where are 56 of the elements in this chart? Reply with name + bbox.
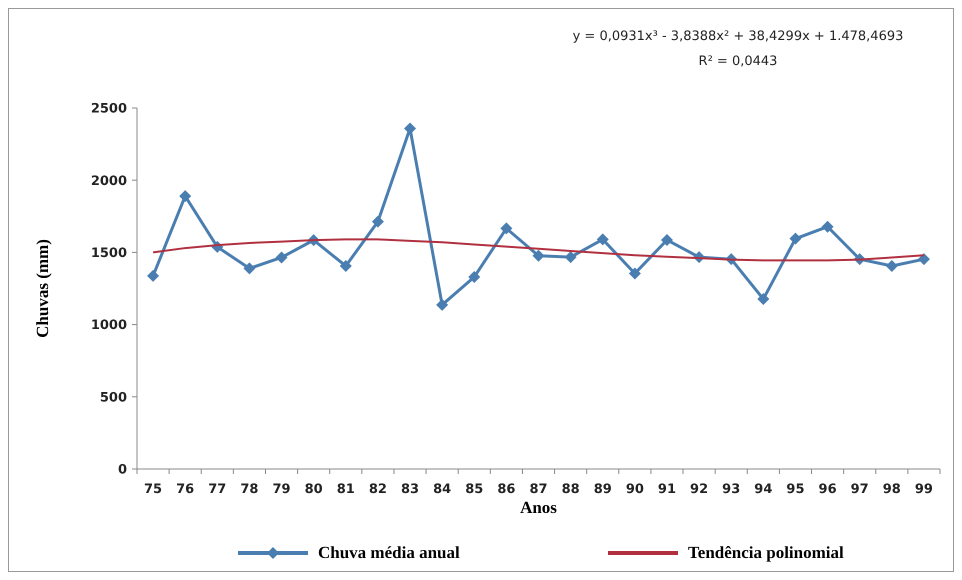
x-tick-label: 91 [658,482,676,497]
x-tick-label: 98 [882,482,901,497]
x-tick-label: 95 [786,482,805,497]
x-tick-label: 81 [336,482,355,497]
y-tick-label: 1500 [90,246,127,261]
point [276,251,288,264]
text: R² = 0,0443 [698,54,778,69]
text: y = 0,0931x³ - 3,8388x² + 38,4299x + 1.478,4693 [572,29,904,44]
y-tick-label: 0 [118,462,127,478]
legend-label: Chuva média anual [318,543,460,562]
point [918,253,930,266]
y-tick-label: 2000 [90,174,127,189]
x-tick-label: 97 [850,482,869,497]
point [532,250,544,262]
x-tick-label: 84 [433,482,452,497]
point [789,232,802,245]
x-tick-label: 75 [144,482,162,497]
x-tick-label: 96 [818,482,837,497]
y-axis-title: Chuvas (mm) [33,239,52,338]
y-tick-label: 500 [100,390,127,406]
legend-label: Tendência polinomial [688,543,844,562]
x-tick-label: 76 [176,482,194,497]
x-tick-label: 80 [304,482,323,497]
point [822,220,834,233]
point [179,190,192,202]
x-tick-label: 87 [529,482,548,497]
point [886,260,898,272]
y-tick-label: 1000 [90,318,127,334]
x-tick-label: 90 [626,482,644,497]
point [660,234,673,246]
x-tick-label: 77 [208,482,226,497]
x-tick-label: 83 [400,482,420,497]
x-tick-label: 89 [594,482,612,497]
x-tick-label: 78 [240,482,258,497]
x-tick-label: 94 [754,482,772,497]
y-tick-label: 2500 [90,102,127,117]
point [596,233,609,246]
point [340,260,352,272]
point [147,270,160,282]
point [500,222,512,234]
point [564,251,577,264]
x-tick-label: 79 [272,482,291,497]
point [628,267,641,280]
x-axis-title: Anos [520,498,558,517]
x-tick-label: 82 [368,482,387,497]
x-tick-label: 99 [914,482,933,497]
x-tick-label: 88 [562,482,580,497]
x-tick-label: 92 [690,482,708,497]
point [757,293,770,306]
x-tick-label: 93 [722,482,740,497]
x-tick-label: 86 [497,482,516,497]
point [436,298,448,311]
x-tick-label: 85 [465,482,484,497]
point [468,270,480,283]
point [372,216,384,228]
point [243,262,256,274]
